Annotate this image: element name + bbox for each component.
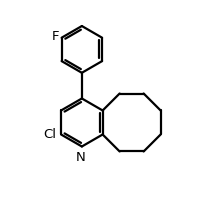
Text: Cl: Cl xyxy=(43,128,56,141)
Text: F: F xyxy=(52,30,59,43)
Text: N: N xyxy=(76,151,86,164)
